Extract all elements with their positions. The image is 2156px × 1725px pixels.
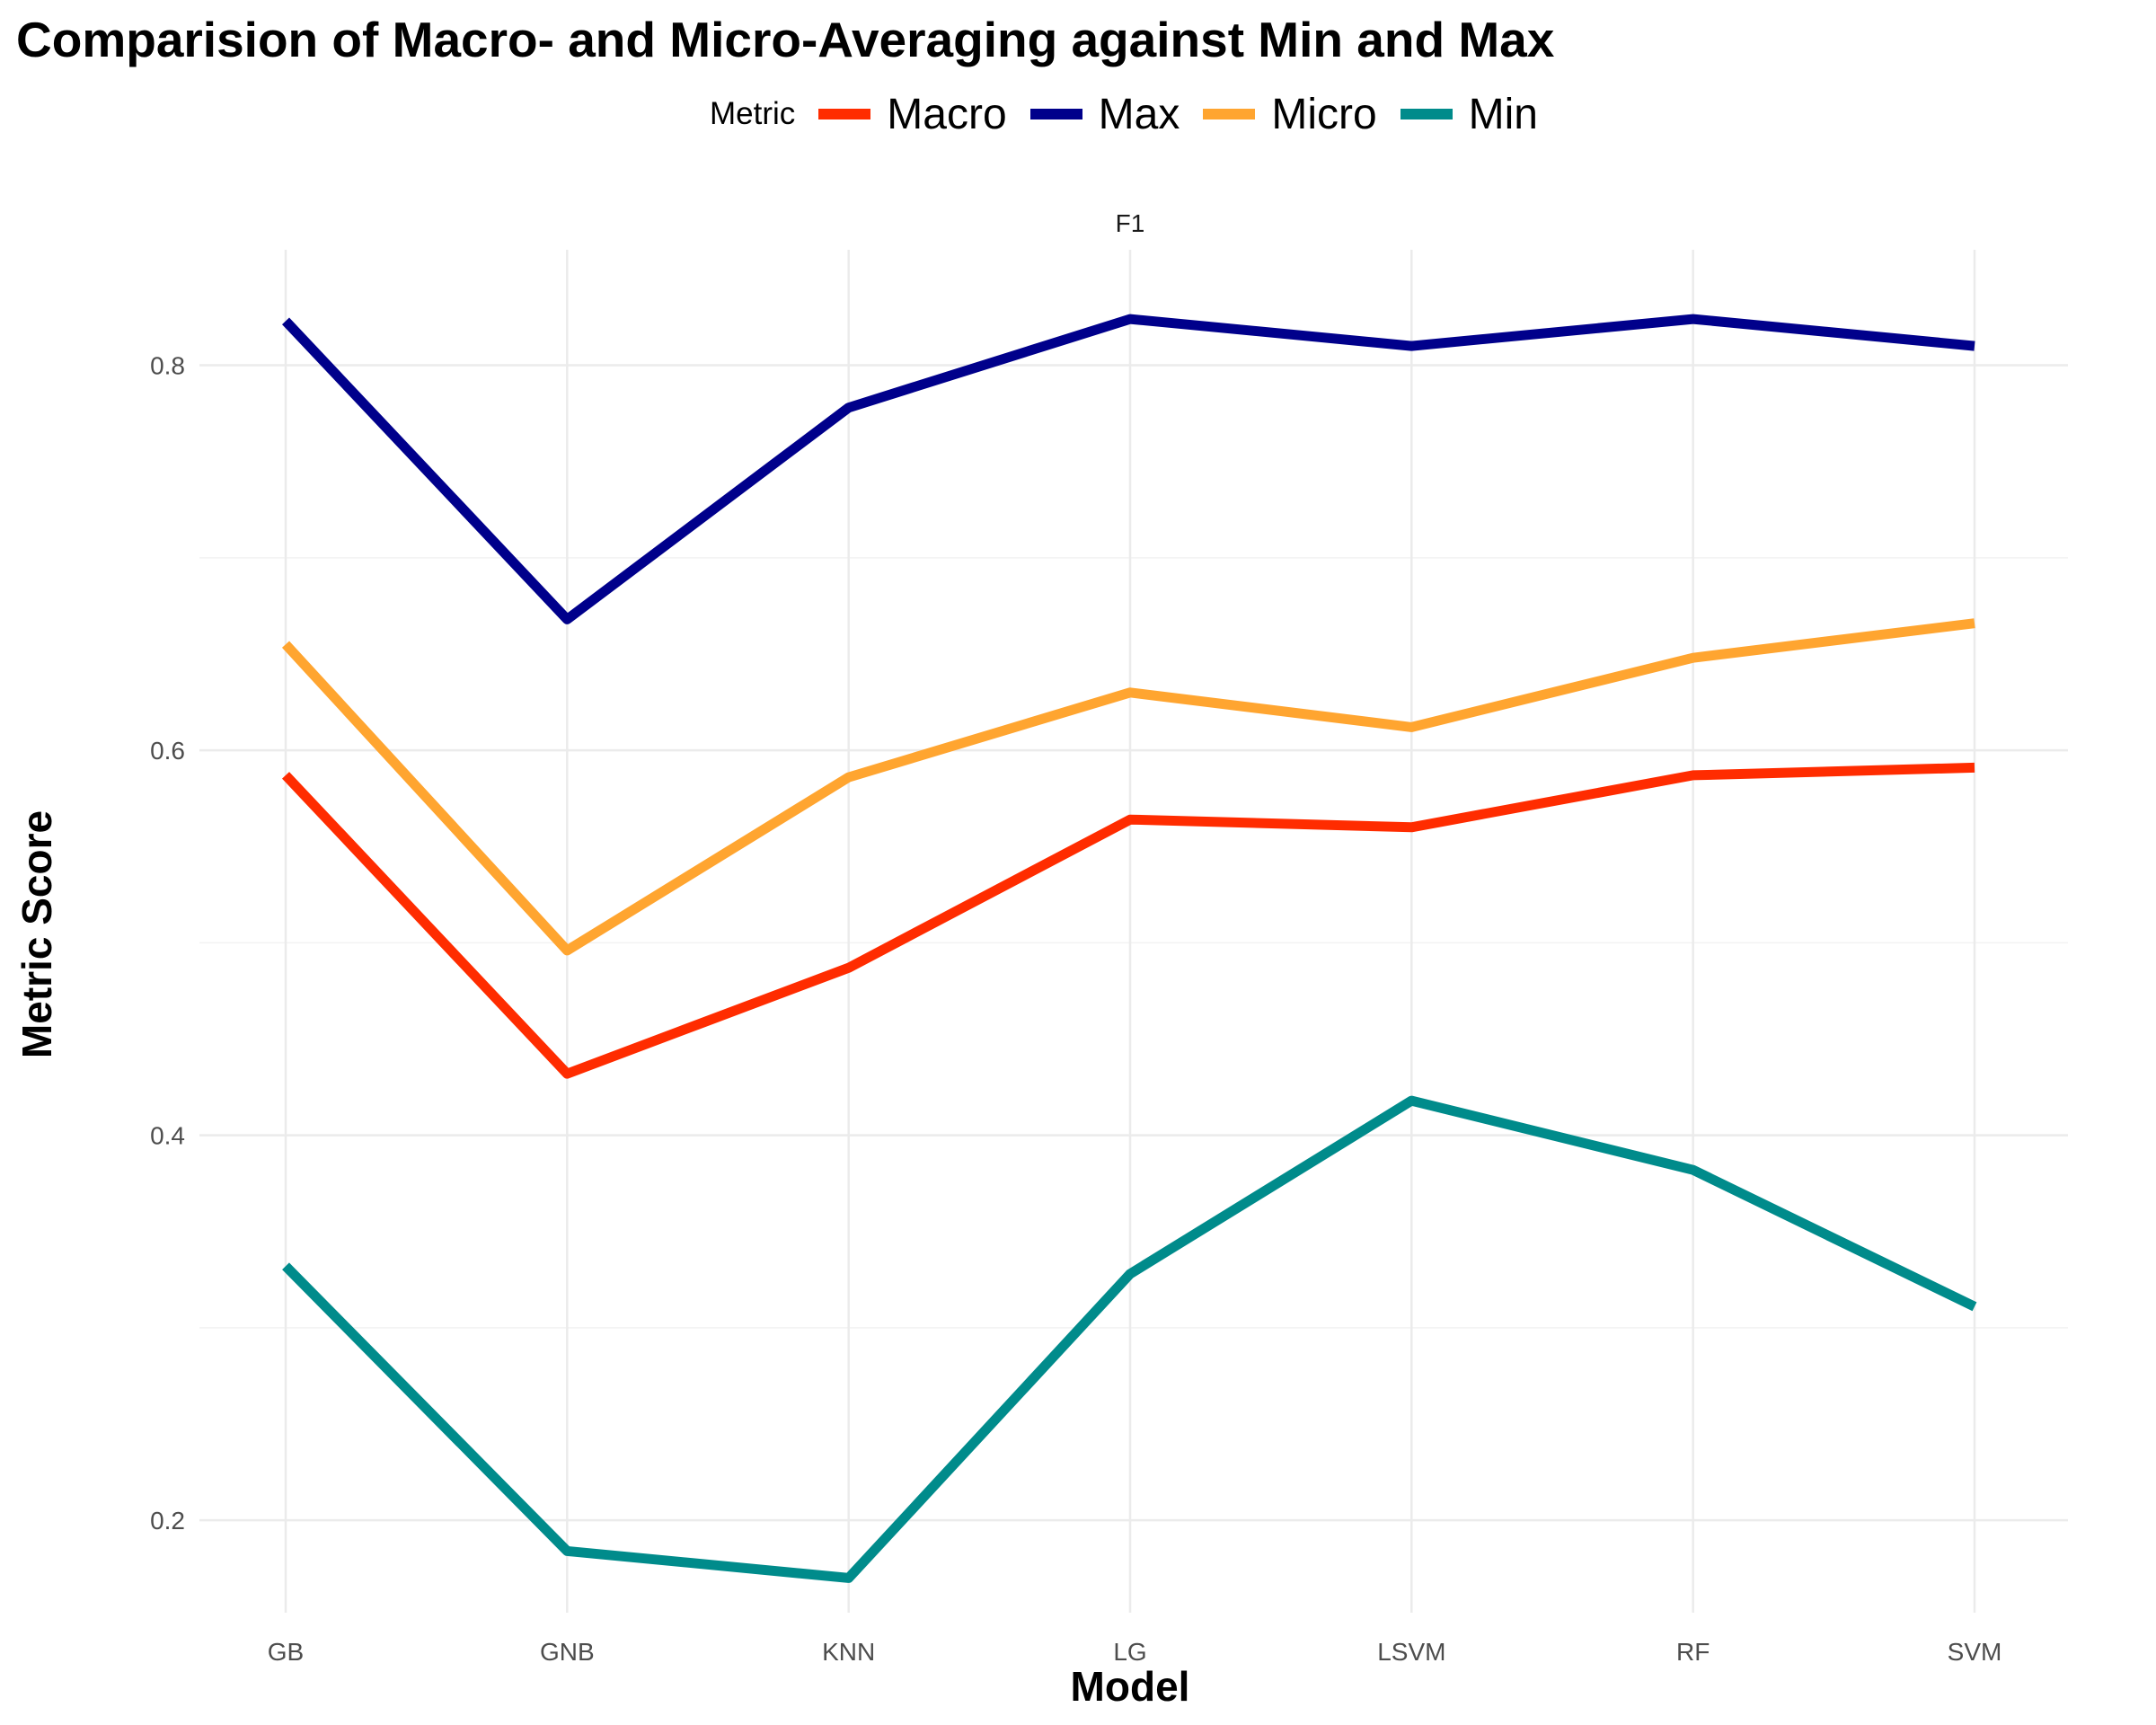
series-line-micro: [281, 618, 1975, 956]
legend-item-min: Min: [1400, 90, 1538, 139]
series-line-macro: [281, 762, 1975, 1079]
facet-label: F1: [1116, 209, 1145, 237]
legend-label-min: Min: [1468, 90, 1538, 138]
y-tick-label: 0.4: [150, 1122, 185, 1150]
y-axis-title: Metric Score: [13, 810, 60, 1058]
x-axis-title: Model: [1071, 1663, 1190, 1710]
legend: Metric Macro Max Micro Min: [710, 83, 1561, 146]
y-tick-label: 0.6: [150, 737, 185, 765]
x-tick-label-svm: SVM: [1948, 1638, 2002, 1666]
legend-title: Metric: [710, 96, 796, 131]
x-tick-label-gb: GB: [268, 1638, 304, 1666]
grid-major: [199, 250, 2068, 1613]
legend-item-max: Max: [1029, 90, 1180, 139]
legend-swatch-min: [1400, 109, 1453, 119]
legend-swatch-macro: [818, 109, 871, 119]
x-tick-label-lg: LG: [1113, 1638, 1146, 1666]
y-tick-label: 0.2: [150, 1507, 185, 1535]
x-tick-label-knn: KNN: [822, 1638, 875, 1666]
series-line-min: [282, 1095, 1977, 1583]
series-line-max: [281, 314, 1975, 624]
x-tick-label-rf: RF: [1676, 1638, 1710, 1666]
legend-swatch-max: [1029, 109, 1082, 119]
x-axis-ticks: GB GNB KNN LG LSVM RF SVM: [268, 1638, 2002, 1666]
x-tick-label-gnb: GNB: [540, 1638, 595, 1666]
y-axis-ticks: 0.2 0.4 0.6 0.8: [150, 352, 185, 1535]
series-lines: [281, 314, 1977, 1583]
legend-item-micro: Micro: [1203, 90, 1377, 139]
legend-swatch-micro: [1203, 109, 1256, 119]
chart-title: Comparision of Macro- and Micro-Averagin…: [16, 12, 1555, 67]
legend-label-macro: Macro: [887, 90, 1007, 138]
legend-label-max: Max: [1098, 90, 1180, 138]
legend-label-micro: Micro: [1271, 90, 1377, 138]
y-tick-label: 0.8: [150, 352, 185, 380]
legend-item-macro: Macro: [818, 90, 1007, 139]
x-tick-label-lsvm: LSVM: [1377, 1638, 1445, 1666]
